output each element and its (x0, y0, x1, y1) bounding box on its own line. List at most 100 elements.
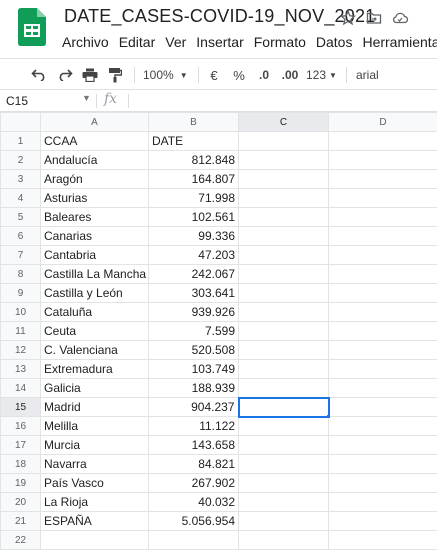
row-header[interactable]: 18 (0, 454, 41, 474)
row-header[interactable]: 11 (0, 321, 41, 341)
cell[interactable] (238, 416, 329, 436)
cell-date[interactable]: 71.998 (148, 188, 239, 208)
cell-ccaa[interactable]: Cantabria (40, 245, 149, 265)
print-icon[interactable] (81, 65, 99, 85)
cell[interactable] (238, 321, 329, 341)
cell[interactable] (328, 359, 437, 379)
percent-format-button[interactable]: % (233, 67, 245, 83)
cell[interactable] (238, 530, 329, 550)
row-header[interactable]: 7 (0, 245, 41, 265)
cell[interactable] (238, 492, 329, 512)
cell-date[interactable]: 143.658 (148, 435, 239, 455)
row-header[interactable]: 2 (0, 150, 41, 170)
row-header[interactable]: 14 (0, 378, 41, 398)
cell-date[interactable]: 939.926 (148, 302, 239, 322)
cell-date[interactable]: 47.203 (148, 245, 239, 265)
cell[interactable] (328, 473, 437, 493)
cell[interactable] (328, 530, 437, 550)
cell[interactable] (238, 511, 329, 531)
cell-date[interactable]: 7.599 (148, 321, 239, 341)
cell-ccaa[interactable]: Murcia (40, 435, 149, 455)
cell-date[interactable]: 11.122 (148, 416, 239, 436)
cell-date[interactable]: 84.821 (148, 454, 239, 474)
row-header[interactable]: 22 (0, 530, 41, 550)
cell-ccaa[interactable]: Aragón (40, 169, 149, 189)
name-box[interactable]: C15 (6, 94, 29, 108)
increase-decimals-button[interactable]: .00 (281, 68, 299, 82)
cell[interactable] (328, 397, 437, 417)
decrease-decimals-button[interactable]: .0 (258, 68, 269, 82)
chevron-down-icon[interactable]: ▼ (82, 93, 91, 103)
cell-ccaa[interactable]: País Vasco (40, 473, 149, 493)
row-header[interactable]: 4 (0, 188, 41, 208)
cell[interactable] (328, 150, 437, 170)
cell[interactable] (238, 207, 329, 227)
cell[interactable] (328, 207, 437, 227)
cell[interactable] (238, 454, 329, 474)
menu-item-editar[interactable]: Editar (118, 34, 156, 50)
formula-input[interactable] (136, 94, 426, 108)
cell-ccaa[interactable]: ESPAÑA (40, 511, 149, 531)
cell[interactable] (328, 435, 437, 455)
row-header[interactable]: 13 (0, 359, 41, 379)
cell[interactable] (328, 245, 437, 265)
cell[interactable] (328, 264, 437, 284)
redo-icon[interactable] (56, 65, 74, 85)
star-icon[interactable] (338, 8, 358, 28)
menu-item-herramientas[interactable]: Herramientas (362, 34, 437, 50)
selected-cell[interactable] (237, 396, 330, 418)
menu-item-archivo[interactable]: Archivo (62, 34, 109, 50)
cell-date[interactable]: DATE (148, 131, 239, 151)
folder-move-icon[interactable] (364, 8, 384, 28)
column-header-c[interactable]: C (238, 112, 329, 132)
cell[interactable] (328, 226, 437, 246)
menu-item-formato[interactable]: Formato (253, 34, 306, 50)
cell[interactable] (328, 131, 437, 151)
select-all-corner[interactable] (0, 112, 41, 132)
row-header[interactable]: 19 (0, 473, 41, 493)
cell-ccaa[interactable]: Ceuta (40, 321, 149, 341)
cell-date[interactable]: 103.749 (148, 359, 239, 379)
more-formats-select[interactable]: 123 ▼ (306, 65, 340, 85)
cell[interactable] (238, 340, 329, 360)
cell[interactable] (328, 492, 437, 512)
cell-ccaa[interactable]: Extremadura (40, 359, 149, 379)
cell[interactable] (238, 302, 329, 322)
cell[interactable] (238, 245, 329, 265)
cell-date[interactable] (148, 530, 239, 550)
document-title[interactable]: DATE_CASES-COVID-19_NOV_2021 (64, 6, 376, 26)
sheets-logo-icon[interactable] (18, 8, 46, 46)
cell-date[interactable]: 904.237 (148, 397, 239, 417)
cell[interactable] (328, 511, 437, 531)
column-header-a[interactable]: A (40, 112, 149, 132)
cell-ccaa[interactable] (40, 530, 149, 550)
cell[interactable] (328, 321, 437, 341)
cell[interactable] (328, 454, 437, 474)
cell[interactable] (328, 340, 437, 360)
cell-ccaa[interactable]: CCAA (40, 131, 149, 151)
cell-date[interactable]: 242.067 (148, 264, 239, 284)
row-header[interactable]: 6 (0, 226, 41, 246)
cell-ccaa[interactable]: Madrid (40, 397, 149, 417)
row-header[interactable]: 21 (0, 511, 41, 531)
font-select[interactable]: arial (356, 68, 379, 82)
row-header[interactable]: 3 (0, 169, 41, 189)
cell[interactable] (238, 359, 329, 379)
cell[interactable] (328, 169, 437, 189)
row-header[interactable]: 17 (0, 435, 41, 455)
cell-ccaa[interactable]: Andalucía (40, 150, 149, 170)
cell-date[interactable]: 812.848 (148, 150, 239, 170)
row-header[interactable]: 12 (0, 340, 41, 360)
cell-ccaa[interactable]: La Rioja (40, 492, 149, 512)
cell[interactable] (238, 473, 329, 493)
cell-date[interactable]: 164.807 (148, 169, 239, 189)
cell[interactable] (238, 188, 329, 208)
cell-date[interactable]: 99.336 (148, 226, 239, 246)
row-header[interactable]: 10 (0, 302, 41, 322)
cell-ccaa[interactable]: Canarias (40, 226, 149, 246)
row-header[interactable]: 9 (0, 283, 41, 303)
cell-ccaa[interactable]: C. Valenciana (40, 340, 149, 360)
cell[interactable] (238, 378, 329, 398)
cell[interactable] (238, 264, 329, 284)
column-header-d[interactable]: D (328, 112, 437, 132)
